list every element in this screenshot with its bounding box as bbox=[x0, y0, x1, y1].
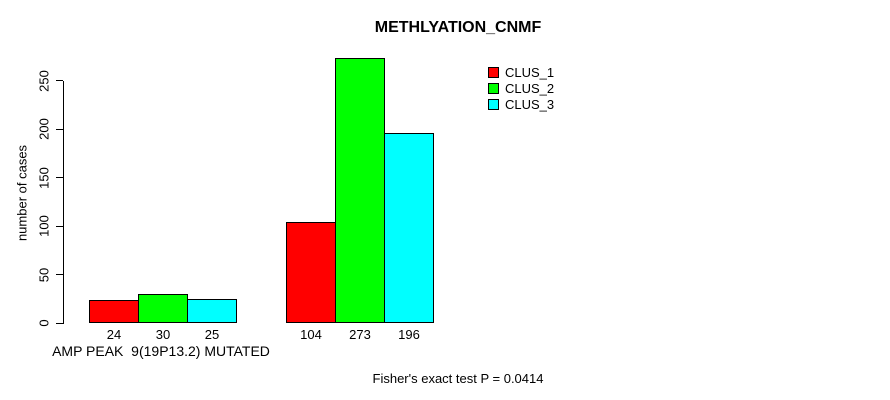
y-axis-line bbox=[63, 80, 64, 324]
y-axis-tick-label: 150 bbox=[36, 166, 52, 189]
bar-value-label: 25 bbox=[204, 327, 220, 342]
y-axis-tick bbox=[56, 177, 63, 178]
bar-clus_2-group2 bbox=[335, 58, 385, 323]
legend-label: CLUS_1 bbox=[505, 64, 555, 80]
y-axis-tick bbox=[56, 322, 63, 324]
legend-label: CLUS_2 bbox=[505, 80, 555, 96]
bar-value-label: 24 bbox=[106, 327, 122, 342]
x-axis-group-label: AMP PEAK 9(19P13.2) MUTATED bbox=[52, 343, 270, 359]
bar-value-label: 196 bbox=[398, 327, 420, 342]
legend-item-clus_1: CLUS_1 bbox=[488, 64, 554, 80]
bar-clus_3-group2 bbox=[384, 132, 434, 323]
stat-annotation: Fisher's exact test P = 0.0414 bbox=[372, 371, 544, 386]
y-axis-tick-label: 100 bbox=[36, 215, 52, 237]
y-axis-tick-label: 200 bbox=[36, 118, 52, 140]
y-axis-title: number of cases bbox=[14, 144, 30, 242]
bar-value-label: 273 bbox=[349, 327, 371, 342]
legend-item-clus_3: CLUS_3 bbox=[488, 96, 554, 112]
bar-value-label: 104 bbox=[300, 327, 322, 342]
y-axis-tick bbox=[56, 128, 63, 130]
legend-color-swatch bbox=[488, 98, 499, 110]
chart-title: METHLYATION_CNMF bbox=[374, 19, 542, 36]
bar-clus_2-group1 bbox=[138, 293, 188, 323]
y-axis-tick-label: 250 bbox=[36, 69, 52, 92]
y-axis-tick-label: 50 bbox=[36, 267, 52, 282]
legend-label: CLUS_3 bbox=[505, 96, 555, 112]
y-axis-tick-label: 0 bbox=[36, 319, 52, 327]
y-axis-tick bbox=[56, 80, 63, 81]
bar-clus_1-group2 bbox=[286, 222, 336, 323]
legend-item-clus_2: CLUS_2 bbox=[488, 80, 554, 96]
y-axis-tick bbox=[56, 274, 63, 275]
legend-color-swatch bbox=[488, 82, 499, 94]
bar-value-label: 30 bbox=[155, 327, 171, 342]
bar-clus_1-group1 bbox=[89, 299, 139, 323]
legend-color-swatch bbox=[488, 66, 499, 78]
y-axis-tick bbox=[56, 225, 63, 227]
bar-clus_3-group1 bbox=[187, 298, 237, 323]
